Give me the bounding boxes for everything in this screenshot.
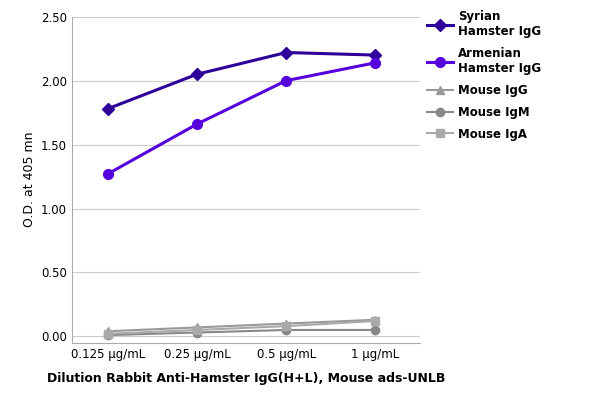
Line: Mouse IgM: Mouse IgM: [104, 326, 380, 339]
Legend: Syrian
Hamster IgG, Armenian
Hamster IgG, Mouse IgG, Mouse IgM, Mouse IgA: Syrian Hamster IgG, Armenian Hamster IgG…: [427, 10, 541, 140]
Line: Armenian
Hamster IgG: Armenian Hamster IgG: [103, 58, 380, 179]
Armenian
Hamster IgG: [104, 171, 111, 176]
Armenian
Hamster IgG: [283, 78, 290, 83]
Mouse IgA: [104, 331, 111, 336]
Mouse IgM: [283, 327, 290, 332]
Mouse IgA: [372, 319, 379, 324]
Mouse IgM: [193, 330, 200, 335]
Mouse IgG: [372, 317, 379, 322]
Mouse IgA: [193, 327, 200, 332]
Syrian
Hamster IgG: [193, 72, 200, 77]
Syrian
Hamster IgG: [372, 53, 379, 58]
Line: Syrian
Hamster IgG: Syrian Hamster IgG: [104, 48, 380, 113]
Syrian
Hamster IgG: [283, 50, 290, 55]
Mouse IgA: [283, 324, 290, 329]
Armenian
Hamster IgG: [372, 60, 379, 65]
Mouse IgG: [283, 321, 290, 326]
Mouse IgG: [193, 325, 200, 330]
Mouse IgM: [372, 327, 379, 332]
Y-axis label: O.D. at 405 mn: O.D. at 405 mn: [23, 132, 35, 227]
Syrian
Hamster IgG: [104, 106, 111, 111]
X-axis label: Dilution Rabbit Anti-Hamster IgG(H+L), Mouse ads-UNLB: Dilution Rabbit Anti-Hamster IgG(H+L), M…: [47, 372, 445, 385]
Mouse IgM: [104, 333, 111, 338]
Line: Mouse IgA: Mouse IgA: [104, 317, 380, 338]
Line: Mouse IgG: Mouse IgG: [104, 316, 380, 335]
Mouse IgG: [104, 329, 111, 334]
Armenian
Hamster IgG: [193, 122, 200, 127]
